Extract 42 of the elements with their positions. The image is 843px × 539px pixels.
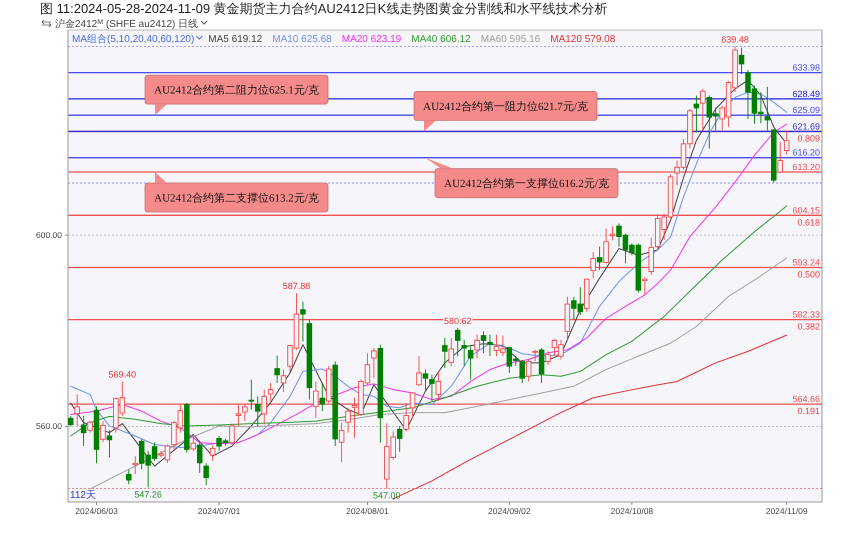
x-tick-label: 2024/07/01: [198, 506, 241, 516]
ref-line-label: 625.09: [792, 105, 820, 116]
annotation: 547.00: [373, 490, 401, 501]
ref-line-label: 628.49: [792, 88, 820, 99]
ref-line-label: 621.69: [792, 121, 820, 132]
annotation: 0.191: [797, 406, 820, 416]
ref-line-label: 633.98: [792, 62, 820, 73]
text: MA60 595.16: [480, 34, 541, 45]
y-tick-label: 600.00: [36, 230, 62, 240]
annotation: AU2412合约第一阻力位621.7元/克: [423, 100, 588, 113]
annotation: 639.48: [721, 34, 749, 44]
annotation: 569.40: [108, 369, 136, 380]
annotation: AU2412合约第二阻力位625.1元/克: [154, 84, 319, 97]
annotation: 112天: [70, 490, 96, 501]
chart-title: 图 11:2024-05-28-2024-11-09 黄金期货主力合约AU2412日K线走势图黄金分割线和水平线技术分析: [40, 1, 608, 16]
annotation: 0.618: [797, 217, 820, 228]
ref-line-label: 564.66: [792, 394, 820, 404]
annotation: 0.500: [797, 269, 820, 280]
text: MA120 579.08: [550, 34, 616, 45]
ref-line-label: 582.33: [792, 310, 820, 320]
chart-subtitle: 沪金2412$^{M}$ (SHFE au2412) 日线: [55, 18, 198, 30]
text: MA40 606.12: [411, 34, 472, 45]
x-tick-label: 2024/08/01: [346, 506, 389, 516]
annotation: 547.26: [134, 489, 162, 500]
x-tick-label: 2024/09/02: [488, 506, 531, 516]
ref-line-label: 616.20: [792, 148, 820, 158]
text: MA10 625.68: [272, 34, 332, 45]
annotation: 0.809: [797, 133, 820, 144]
ref-line-label: 604.15: [792, 205, 820, 216]
annotation: 587.88: [282, 281, 310, 292]
x-tick-label: 2024/10/08: [610, 506, 654, 516]
x-tick-label: 2024/11/09: [766, 506, 808, 516]
text: MA5 619.12: [208, 34, 263, 45]
x-tick-label: 2024/06/03: [75, 506, 118, 516]
annotation: AU2412合约第二支撑位613.2元/克: [154, 192, 319, 205]
legend-title: MA组合(5,10,20,40,60,120): [72, 33, 194, 45]
ref-line-label: 613.20: [792, 162, 820, 172]
annotation: AU2412合约第一支撑位616.2元/克: [444, 177, 609, 190]
annotation: 0.382: [797, 322, 820, 332]
text: MA20 623.19: [342, 34, 402, 45]
y-tick-label: 560.00: [36, 421, 62, 432]
ref-line-label: 593.24: [792, 257, 820, 268]
